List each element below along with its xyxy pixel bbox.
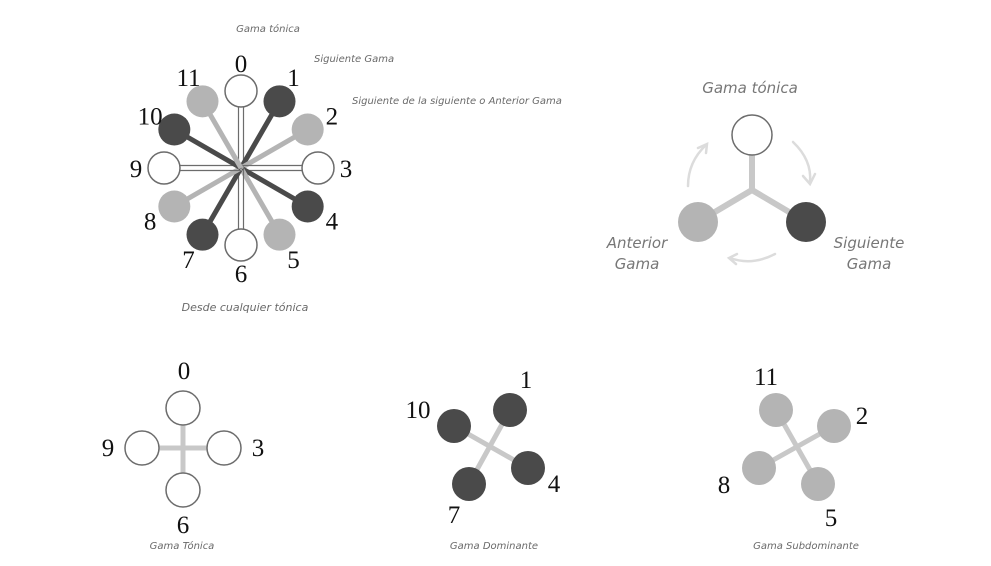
group-subdominant-num-11: 11 bbox=[754, 364, 778, 391]
wheel-number-5: 5 bbox=[287, 247, 300, 274]
wheel-spokes bbox=[164, 91, 318, 245]
group-dominant-num-4: 4 bbox=[548, 471, 561, 498]
group-tonic: 0 3 6 9 Gama Tónica bbox=[102, 358, 265, 552]
arrow-left-head bbox=[696, 141, 709, 155]
wheel-node-6 bbox=[224, 228, 258, 262]
wheel-node-8 bbox=[158, 190, 191, 223]
cycle-label-right-2: Gama bbox=[847, 255, 892, 273]
cycle-label-right-1: Siguiente bbox=[834, 234, 905, 252]
group-subdominant-node-5 bbox=[801, 467, 835, 501]
cycle-node-previous bbox=[678, 202, 718, 242]
group-dominant: 1 4 7 10 Gama Dominante bbox=[406, 367, 561, 552]
wheel-label-bottom: Desde cualquier tónica bbox=[182, 301, 309, 314]
arrow-bottom-head bbox=[726, 252, 739, 266]
group-dominant-num-10: 10 bbox=[406, 397, 431, 424]
wheel-number-10: 10 bbox=[138, 104, 163, 131]
wheel-node-10 bbox=[158, 113, 191, 146]
wheel-node-5 bbox=[263, 218, 296, 251]
cycle-label-left-2: Gama bbox=[615, 255, 660, 273]
group-tonic-num-0: 0 bbox=[178, 358, 191, 385]
group-tonic-title: Gama Tónica bbox=[150, 540, 215, 552]
group-tonic-num-6: 6 bbox=[177, 512, 190, 539]
arrow-right-head bbox=[801, 172, 817, 187]
arrow-right-curve bbox=[791, 140, 812, 184]
group-dominant-title: Gama Dominante bbox=[450, 541, 538, 552]
wheel-node-7 bbox=[186, 218, 219, 251]
wheel-number-11: 11 bbox=[176, 65, 200, 92]
cycle-label-top: Gama tónica bbox=[702, 79, 798, 97]
group-tonic-num-3: 3 bbox=[252, 435, 265, 462]
group-subdominant-node-11 bbox=[759, 393, 793, 427]
cycle-diagram: Gama tónica Anterior Gama Siguiente Gama bbox=[606, 79, 905, 273]
group-dominant-node-10 bbox=[437, 409, 471, 443]
cycle-arrows bbox=[686, 140, 817, 266]
wheel-nodes bbox=[147, 74, 335, 262]
wheel-node-0 bbox=[224, 74, 258, 108]
group-subdominant-node-8 bbox=[742, 451, 776, 485]
cycle-node-next bbox=[786, 202, 826, 242]
cycle-node-tonic bbox=[731, 114, 773, 156]
wheel-node-2 bbox=[291, 113, 324, 146]
group-subdominant: 2 5 8 11 Gama Subdominante bbox=[718, 364, 869, 552]
group-subdominant-node-2 bbox=[817, 409, 851, 443]
wheel-number-2: 2 bbox=[326, 104, 339, 131]
wheel-label-next-next: Siguiente de la siguiente o Anterior Gam… bbox=[352, 96, 562, 107]
group-tonic-node-0 bbox=[165, 390, 201, 426]
group-dominant-num-7: 7 bbox=[448, 502, 461, 529]
wheel-number-6: 6 bbox=[235, 261, 248, 288]
wheel-label-next: Siguiente Gama bbox=[314, 54, 394, 65]
group-dominant-node-7 bbox=[452, 467, 486, 501]
wheel-node-3 bbox=[301, 151, 335, 185]
group-tonic-node-9 bbox=[124, 430, 160, 466]
group-subdominant-num-8: 8 bbox=[718, 472, 731, 499]
wheel-node-4 bbox=[291, 190, 324, 223]
group-subdominant-num-5: 5 bbox=[825, 505, 838, 532]
wheel-node-9 bbox=[147, 151, 181, 185]
wheel-number-4: 4 bbox=[326, 209, 339, 236]
arrow-left-curve bbox=[686, 143, 708, 188]
group-tonic-num-9: 9 bbox=[102, 435, 115, 462]
cycle-label-left-1: Anterior bbox=[606, 234, 668, 252]
group-dominant-node-1 bbox=[493, 393, 527, 427]
group-dominant-node-4 bbox=[511, 451, 545, 485]
wheel-node-11 bbox=[186, 85, 219, 118]
group-dominant-num-1: 1 bbox=[520, 367, 533, 394]
wheel-number-7: 7 bbox=[182, 247, 195, 274]
wheel-number-9: 9 bbox=[130, 156, 143, 183]
wheel-number-8: 8 bbox=[144, 209, 157, 236]
arrow-bottom-curve bbox=[728, 252, 777, 263]
group-subdominant-num-2: 2 bbox=[856, 403, 869, 430]
wheel-label-top: Gama tónica bbox=[236, 23, 300, 35]
group-subdominant-title: Gama Subdominante bbox=[753, 541, 859, 552]
group-tonic-node-3 bbox=[206, 430, 242, 466]
wheel-number-3: 3 bbox=[340, 156, 353, 183]
wheel-number-1: 1 bbox=[287, 65, 300, 92]
group-tonic-node-6 bbox=[165, 472, 201, 508]
wheel-number-0: 0 bbox=[235, 51, 248, 78]
wheel-node-1 bbox=[263, 85, 296, 118]
